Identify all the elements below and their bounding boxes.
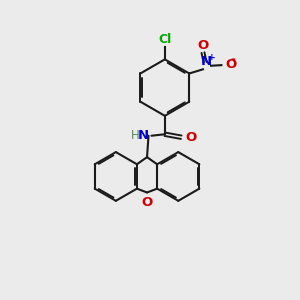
- Text: +: +: [208, 52, 216, 62]
- Text: O: O: [185, 131, 196, 144]
- Text: N: N: [201, 55, 212, 68]
- Text: O: O: [141, 196, 153, 209]
- Text: O: O: [197, 39, 208, 52]
- Text: O: O: [225, 58, 236, 71]
- Text: N: N: [138, 129, 149, 142]
- Text: H: H: [131, 129, 140, 142]
- Text: Cl: Cl: [158, 33, 172, 46]
- Text: -: -: [231, 53, 236, 66]
